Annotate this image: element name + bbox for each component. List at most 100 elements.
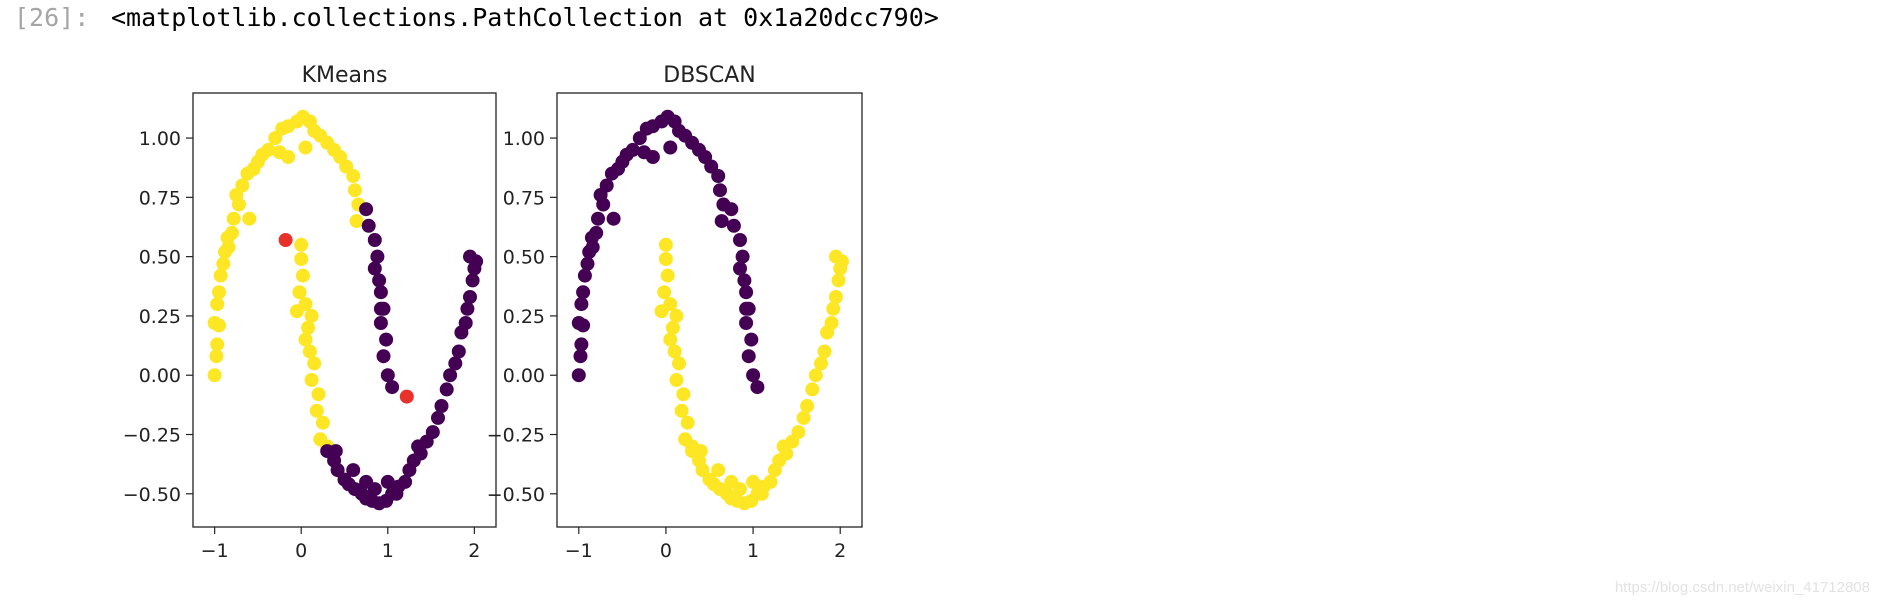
data-point (680, 415, 695, 430)
data-point (576, 285, 591, 300)
data-point (463, 290, 477, 304)
data-point (294, 252, 309, 266)
data-point (676, 387, 691, 402)
y-tick-label: 0.50 (503, 247, 545, 269)
data-point (733, 482, 747, 497)
data-point (242, 211, 257, 226)
data-point (746, 368, 761, 383)
x-tick-label: 1 (382, 540, 394, 562)
data-point (304, 308, 319, 323)
data-point (625, 142, 640, 157)
data-point (372, 273, 387, 288)
data-point (376, 349, 391, 364)
data-point (425, 425, 440, 440)
y-tick-label: 1.00 (139, 128, 181, 150)
subplot-kmeans: KMeans −1 0 1 2 −0.50 −0.25 0.00 0.25 0.50 0.75 1.0… (123, 63, 497, 562)
x-tick-label: 2 (468, 540, 480, 562)
subplot-dbscan: DBSCAN −1 0 1 2 −0.50 −0.25 0.00 0.25 0.50 0.75 1.0… (487, 63, 863, 562)
x-tick-label: 0 (660, 540, 672, 562)
data-point (733, 233, 747, 247)
data-point (735, 249, 750, 264)
data-point (571, 368, 586, 383)
data-point (328, 444, 343, 459)
data-point (577, 268, 592, 283)
data-point (443, 368, 458, 383)
data-point (448, 356, 463, 371)
data-point (411, 439, 426, 454)
data-point (302, 344, 317, 359)
data-point (212, 285, 226, 300)
data-point (591, 211, 605, 226)
data-point (711, 463, 726, 478)
data-point (665, 320, 680, 335)
data-point (289, 304, 304, 319)
data-point (225, 225, 239, 240)
y-tick-label: 0.00 (139, 365, 181, 387)
data-point (311, 387, 326, 402)
data-point (814, 356, 828, 371)
data-point (599, 178, 614, 193)
data-point (389, 486, 404, 501)
data-point (216, 256, 231, 271)
data-point (574, 337, 589, 352)
data-point (808, 368, 823, 383)
data-point (791, 425, 806, 440)
data-point (726, 218, 741, 233)
y-tick-label: −0.25 (123, 425, 181, 447)
data-point (817, 344, 832, 359)
y-tick-label: −0.50 (487, 484, 545, 506)
data-point (739, 301, 754, 316)
data-point (754, 486, 769, 501)
data-point (831, 273, 846, 288)
data-point (301, 320, 316, 335)
data-point (361, 218, 376, 233)
data-point (739, 285, 754, 300)
data-point (674, 403, 689, 418)
data-point (212, 318, 226, 333)
x-tick-label: −1 (201, 540, 229, 562)
data-point (367, 482, 382, 497)
data-point (458, 316, 473, 330)
data-point (261, 142, 276, 157)
data-point (693, 444, 708, 459)
data-point (373, 301, 388, 316)
y-tick-label: −0.50 (123, 484, 181, 506)
data-point (606, 211, 621, 226)
data-point (739, 316, 754, 330)
data-point (209, 349, 224, 364)
data-point (304, 373, 319, 387)
centroid-point (278, 233, 293, 247)
y-tick-label: 0.25 (503, 306, 545, 328)
data-point (373, 285, 388, 300)
data-point (346, 169, 361, 183)
data-point (379, 332, 394, 347)
y-tick-label: 0.75 (139, 187, 181, 209)
data-point (431, 410, 445, 425)
centroid-point (399, 389, 414, 404)
x-tick-label: 2 (834, 540, 846, 562)
y-tick-label: 1.00 (503, 128, 545, 150)
data-point (663, 332, 678, 347)
data-point (658, 237, 673, 252)
data-point (714, 214, 729, 229)
subplot-title: KMeans (302, 63, 388, 88)
data-point (737, 273, 752, 288)
data-point (796, 410, 811, 425)
data-point (460, 301, 475, 316)
data-point (370, 249, 385, 264)
data-point (657, 285, 672, 300)
data-point (292, 285, 307, 300)
data-point (307, 356, 322, 371)
data-point (835, 254, 849, 269)
data-point (744, 332, 759, 347)
y-tick-label: −0.25 (487, 425, 545, 447)
data-point (367, 261, 382, 276)
data-point (669, 308, 684, 323)
data-point (373, 316, 388, 330)
data-point (580, 256, 595, 271)
data-point (711, 169, 726, 183)
data-point (658, 252, 673, 266)
data-point (295, 268, 310, 283)
